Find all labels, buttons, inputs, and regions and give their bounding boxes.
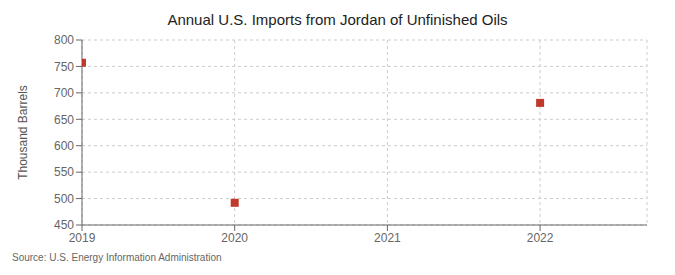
svg-text:800: 800 [54,33,74,47]
svg-text:700: 700 [54,86,74,100]
svg-text:2021: 2021 [374,231,401,245]
svg-text:500: 500 [54,192,74,206]
svg-text:650: 650 [54,113,74,127]
svg-text:450: 450 [54,218,74,232]
svg-text:2020: 2020 [221,231,248,245]
svg-text:2022: 2022 [527,231,554,245]
html-text:Annual U.S. Imports from Jorda: Annual U.S. Imports from Jordan of Unfin… [167,11,508,28]
svg-text:600: 600 [54,139,74,153]
svg-text:Thousand Barrels: Thousand Barrels [16,85,30,180]
svg-text:2019: 2019 [69,231,96,245]
html-text:Source: U.S. Energy Informatio: Source: U.S. Energy Information Administ… [12,252,222,263]
svg-text:550: 550 [54,165,74,179]
svg-text:750: 750 [54,60,74,74]
